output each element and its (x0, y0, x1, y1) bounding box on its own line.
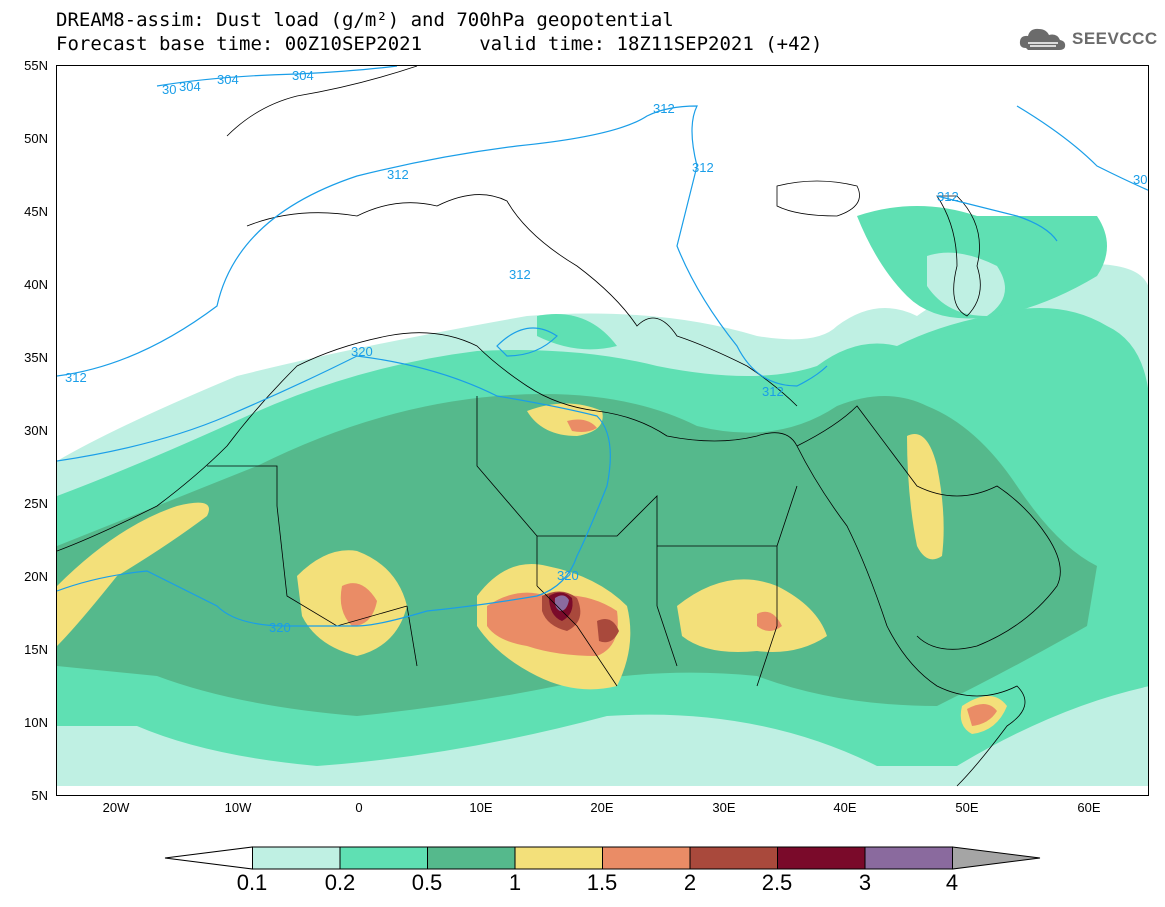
contour-label: 312 (65, 370, 87, 385)
lat-label: 10N (24, 715, 48, 730)
caspian-outline (936, 195, 981, 317)
lat-label: 55N (24, 58, 48, 73)
dust-region-15 (757, 611, 782, 631)
colorbar-arrow-low (164, 846, 253, 870)
seevccc-logo: SEEVCCC (1018, 26, 1158, 52)
colorbar-arrow-high (952, 846, 1041, 870)
border-lines (207, 396, 798, 687)
contour-label: 312 (692, 160, 714, 175)
chart-title: DREAM8-assim: Dust load (g/m²) and 700hP… (56, 9, 674, 31)
contour-label: 312 (509, 267, 531, 282)
contour-312-east (936, 195, 1058, 242)
dust-region-1 (907, 434, 944, 560)
colorbar-segment (427, 846, 516, 870)
dust-region-2 (597, 618, 619, 643)
colorbar-segment (777, 846, 866, 870)
colorbar-label: 1 (508, 870, 522, 895)
lon-label: 40E (833, 800, 857, 815)
contour-label: 304 (179, 79, 201, 94)
contour-312 (57, 105, 828, 387)
dust-load-map: 30 304 304 304 312 312 312 312 312 312 3… (57, 66, 1148, 787)
lat-label: 20N (24, 569, 48, 584)
dust-region-1 (57, 502, 209, 646)
lat-label: 50N (24, 131, 48, 146)
lat-label: 30N (24, 423, 48, 438)
cloud-logo-icon (1019, 28, 1066, 50)
dust-region-15 (967, 703, 997, 726)
map-area: 30 304 304 304 312 312 312 312 312 312 3… (56, 65, 1149, 796)
contour-label: 312 (387, 167, 409, 182)
lon-label: 20E (590, 800, 614, 815)
dust-region-1 (677, 579, 827, 652)
lon-label: 10E (469, 800, 493, 815)
country-borders (57, 66, 1061, 787)
arabia-coast (796, 405, 1061, 650)
colorbar-label: 0.2 (324, 870, 356, 895)
forecast-time-line: Forecast base time: 00Z10SEP2021 valid t… (56, 33, 823, 55)
lat-label: 5N (31, 788, 48, 803)
contour-label: 304 (292, 68, 314, 83)
lon-label: 50E (955, 800, 979, 815)
dust-region-15 (567, 419, 597, 432)
contour-label: 30 (162, 82, 176, 97)
dust-region-15 (340, 583, 377, 626)
lon-label: 60E (1077, 800, 1101, 815)
contour-label: 320 (557, 568, 579, 583)
colorbar-segment (252, 846, 341, 870)
contour-label: 320 (269, 620, 291, 635)
colorbar-segment (602, 846, 691, 870)
logo-text: SEEVCCC (1072, 29, 1158, 48)
africa-coast (57, 332, 1026, 787)
colorbar-label: 1.5 (586, 870, 618, 895)
dust-region-med (537, 314, 617, 350)
contour-320-loop (496, 327, 558, 357)
contour-320 (57, 355, 611, 627)
contour-label: 312 (937, 189, 959, 204)
contour-label: 304 (217, 72, 239, 87)
colorbar-segment (514, 846, 603, 870)
contour-label: 312 (653, 101, 675, 116)
dust-region-north (927, 252, 1005, 316)
contour-304 (156, 66, 398, 87)
colorbar-label: 0.5 (411, 870, 443, 895)
colorbar-segment (689, 846, 778, 870)
lat-label: 40N (24, 277, 48, 292)
colorbar-label: 4 (945, 870, 959, 895)
colorbar-segment (339, 846, 428, 870)
lat-label: 25N (24, 496, 48, 511)
contour-label: 30 (1133, 172, 1147, 187)
contour-312-north (1016, 105, 1148, 191)
contour-label: 312 (762, 384, 784, 399)
lon-label: 30E (712, 800, 736, 815)
colorbar-label: 0.1 (236, 870, 268, 895)
lon-label: 10W (224, 800, 252, 815)
black-sea-outline (776, 180, 860, 217)
lon-label: 0 (355, 800, 363, 815)
contour-labels: 30 304 304 304 312 312 312 312 312 312 3… (65, 68, 1147, 635)
colorbar-label: 2 (683, 870, 697, 895)
colorbar-label: 3 (858, 870, 872, 895)
colorbar-segment (864, 846, 953, 870)
lat-label: 35N (24, 350, 48, 365)
lon-label: 20W (102, 800, 130, 815)
colorbar-label: 2.5 (761, 870, 793, 895)
europe-coast (226, 66, 798, 407)
dust-shading (57, 206, 1148, 786)
lat-label: 45N (24, 204, 48, 219)
lat-label: 15N (24, 642, 48, 657)
geopotential-contours (57, 66, 1148, 627)
contour-label: 320 (351, 344, 373, 359)
